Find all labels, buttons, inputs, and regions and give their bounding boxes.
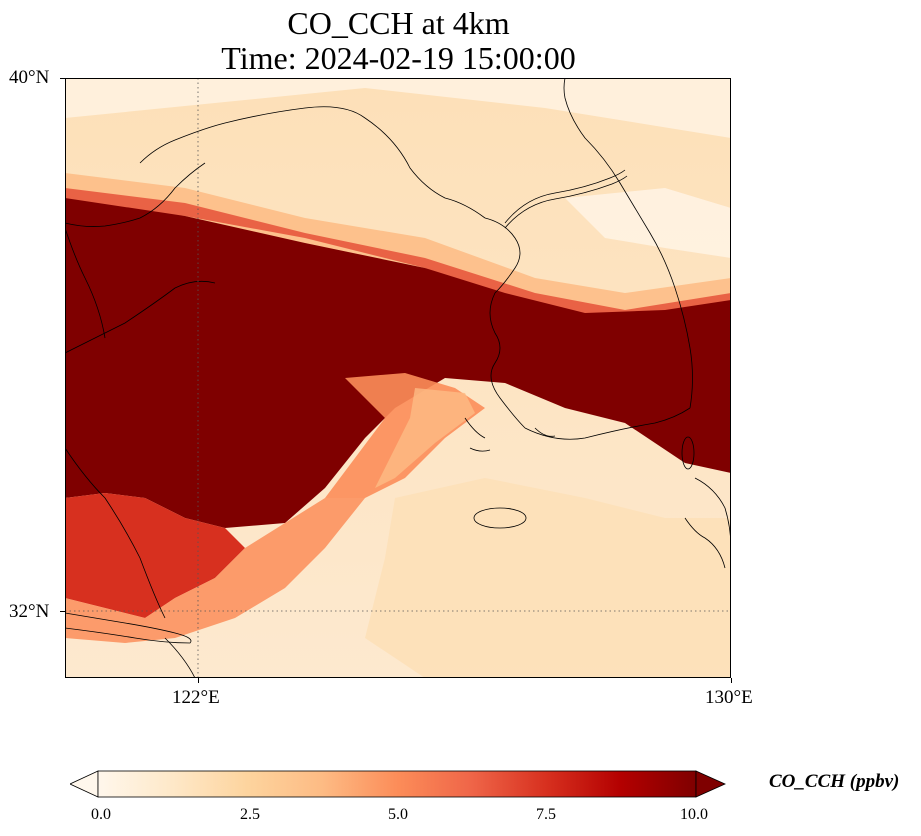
- jeju-island: [473, 507, 527, 529]
- lon-tickmark-122e: [198, 678, 199, 683]
- lat-tick-40n: 40°N: [9, 67, 50, 88]
- colorbar: [70, 770, 726, 798]
- map-time-subtitle: Time: 2024-02-19 15:00:00: [221, 40, 576, 76]
- coastline-bohai-north: [65, 162, 206, 227]
- colorbar-tick: 0.0: [91, 806, 111, 823]
- mid-concentration-tongue-core: [375, 388, 475, 488]
- coastline-liaodong: [139, 106, 486, 219]
- coastline-south-china: [164, 637, 196, 678]
- coastline-china-east: [65, 447, 166, 619]
- gridlines: [65, 78, 731, 678]
- coastline-japan-islands: [684, 517, 726, 569]
- colorbar-extend-min: [70, 770, 99, 798]
- lat-tickmark-40n: [60, 78, 65, 79]
- coastline-korea-east: [563, 78, 693, 409]
- colorbar-tick: 10.0: [680, 806, 708, 823]
- colorbar-body: [97, 770, 697, 798]
- coastline-shandong: [65, 280, 216, 354]
- map-title: CO_CCH at 4km: [287, 5, 510, 41]
- lat-tickmark-32n: [60, 611, 65, 612]
- high-concentration-region-southwest: [65, 493, 245, 618]
- tsushima-island: [681, 436, 695, 470]
- map-plot-area: [65, 78, 731, 678]
- coastline-yangtze: [65, 612, 192, 644]
- low-concentration-region-south: [365, 478, 731, 678]
- map-frame: [65, 78, 731, 678]
- coastline-korea-border: [504, 169, 626, 224]
- colorbar-label: CO_CCH (ppbv): [769, 771, 900, 792]
- coastline-korea-west: [484, 217, 526, 429]
- lat-tick-32n: 32°N: [9, 601, 50, 622]
- coastline-korea-archipelago: [464, 417, 556, 452]
- lon-tickmark-130e: [731, 678, 732, 683]
- mid-concentration-band-south: [65, 498, 365, 643]
- high-concentration-plume: [65, 198, 731, 528]
- coastline-korea-border-2: [504, 175, 628, 229]
- coastline-west-china: [65, 227, 106, 339]
- very-low-concentration-patch: [565, 188, 731, 258]
- colorbar-tick: 7.5: [536, 806, 556, 823]
- high-concentration-edge-north: [65, 188, 731, 338]
- lon-tick-122e: 122°E: [172, 687, 220, 708]
- lon-tick-130e: 130°E: [705, 687, 753, 708]
- colorbar-tick: 5.0: [388, 806, 408, 823]
- coastlines: [65, 78, 731, 678]
- colorbar-tick: 2.5: [240, 806, 260, 823]
- colorbar-extend-max: [695, 770, 726, 798]
- coastline-korea-south: [524, 407, 691, 440]
